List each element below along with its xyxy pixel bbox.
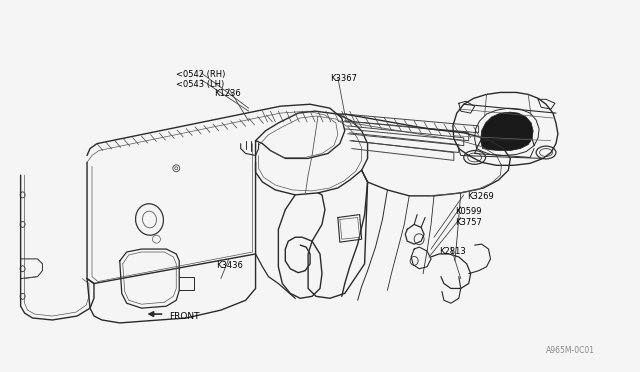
Polygon shape — [481, 112, 533, 151]
Text: K3436: K3436 — [216, 261, 243, 270]
Text: K3269: K3269 — [467, 192, 493, 201]
Text: K2813: K2813 — [439, 247, 466, 256]
Text: K3757: K3757 — [455, 218, 482, 227]
Text: FRONT: FRONT — [170, 312, 200, 321]
Text: K0599: K0599 — [455, 207, 481, 216]
Text: <0543 (LH): <0543 (LH) — [176, 80, 225, 89]
Text: <0542 (RH): <0542 (RH) — [176, 70, 226, 79]
Text: A965M-0C01: A965M-0C01 — [546, 346, 595, 355]
Text: K3367: K3367 — [330, 74, 357, 83]
Text: K1236: K1236 — [214, 89, 241, 99]
